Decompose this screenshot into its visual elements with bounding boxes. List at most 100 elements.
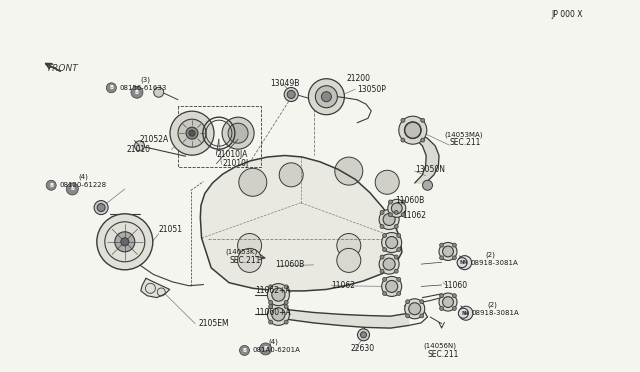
Text: 08918-3081A: 08918-3081A [472, 310, 520, 316]
Text: 08918-3081A: 08918-3081A [470, 260, 518, 266]
Text: (4): (4) [79, 174, 88, 180]
Circle shape [239, 346, 250, 355]
Circle shape [358, 329, 369, 341]
Text: 08156-61633: 08156-61633 [120, 85, 167, 91]
Circle shape [46, 180, 56, 190]
Circle shape [284, 87, 298, 102]
Circle shape [406, 300, 410, 304]
Text: (14053K): (14053K) [225, 249, 257, 256]
Text: (14056N): (14056N) [424, 343, 457, 349]
Circle shape [439, 243, 457, 260]
Circle shape [308, 79, 344, 115]
Circle shape [134, 141, 145, 151]
Text: 21010: 21010 [127, 145, 151, 154]
Circle shape [401, 213, 405, 217]
Circle shape [383, 292, 387, 295]
Text: 11062+A: 11062+A [255, 286, 291, 295]
Text: 22630: 22630 [351, 344, 375, 353]
Text: 11060B: 11060B [396, 196, 425, 205]
Circle shape [399, 116, 427, 144]
Circle shape [452, 256, 456, 260]
Circle shape [440, 307, 444, 310]
Circle shape [284, 285, 288, 289]
Text: B: B [49, 183, 53, 188]
Circle shape [170, 111, 214, 155]
Circle shape [97, 203, 105, 212]
Text: 08120-61228: 08120-61228 [60, 182, 107, 188]
Text: JP 000 X: JP 000 X [552, 10, 583, 19]
Text: 081A0-6201A: 081A0-6201A [253, 347, 301, 353]
Text: (14053MA): (14053MA) [444, 131, 483, 138]
Circle shape [383, 248, 387, 251]
Circle shape [397, 234, 401, 237]
Circle shape [115, 232, 135, 252]
Text: 13049B: 13049B [270, 79, 300, 88]
Text: N: N [461, 311, 466, 316]
Circle shape [380, 255, 384, 259]
Text: (2): (2) [485, 251, 495, 258]
Circle shape [383, 278, 387, 281]
Circle shape [189, 130, 195, 136]
Circle shape [458, 256, 472, 270]
Circle shape [406, 314, 410, 318]
Circle shape [321, 92, 332, 102]
Text: 21010J: 21010J [223, 159, 249, 168]
Polygon shape [141, 278, 170, 298]
Circle shape [237, 234, 262, 257]
Circle shape [420, 138, 425, 142]
Circle shape [401, 200, 405, 204]
Polygon shape [200, 155, 402, 291]
Text: 21010JA: 21010JA [216, 150, 248, 159]
Text: FRONT: FRONT [48, 64, 79, 73]
Text: N: N [460, 260, 465, 265]
Text: (4): (4) [269, 339, 278, 346]
Circle shape [260, 343, 271, 355]
Circle shape [284, 301, 288, 304]
Text: B: B [243, 348, 246, 353]
Text: (3): (3) [141, 76, 151, 83]
Circle shape [379, 209, 399, 230]
Circle shape [420, 300, 424, 304]
Circle shape [287, 90, 295, 99]
Text: 13050P: 13050P [357, 85, 386, 94]
Circle shape [284, 305, 288, 308]
Circle shape [452, 294, 456, 298]
Circle shape [239, 168, 267, 196]
Circle shape [459, 306, 473, 320]
Circle shape [131, 86, 143, 98]
Circle shape [316, 86, 337, 108]
Circle shape [452, 243, 456, 247]
Circle shape [337, 248, 361, 272]
Text: B: B [70, 186, 74, 192]
Circle shape [121, 238, 129, 246]
Circle shape [397, 248, 401, 251]
Text: N: N [462, 260, 467, 265]
Text: SEC.211: SEC.211 [449, 138, 481, 147]
Circle shape [380, 211, 384, 214]
Text: 11060: 11060 [443, 281, 467, 290]
Text: 21052A: 21052A [140, 135, 169, 144]
Polygon shape [404, 133, 439, 183]
Text: 11060+A: 11060+A [255, 308, 291, 317]
Circle shape [380, 225, 384, 228]
Text: 21051: 21051 [159, 225, 183, 234]
Circle shape [386, 280, 397, 292]
Circle shape [422, 180, 433, 190]
Text: 21200: 21200 [347, 74, 371, 83]
Circle shape [269, 301, 273, 304]
Circle shape [439, 293, 457, 311]
Circle shape [394, 255, 398, 259]
Circle shape [381, 232, 402, 253]
Circle shape [440, 256, 444, 260]
Text: 11062: 11062 [402, 211, 426, 219]
Circle shape [222, 117, 254, 149]
Circle shape [228, 123, 248, 143]
Circle shape [106, 83, 116, 93]
Circle shape [443, 246, 453, 257]
Circle shape [178, 119, 206, 147]
Circle shape [268, 283, 289, 306]
Text: 2105EM: 2105EM [198, 319, 229, 328]
Circle shape [388, 199, 406, 217]
Circle shape [375, 170, 399, 194]
Circle shape [269, 285, 273, 289]
